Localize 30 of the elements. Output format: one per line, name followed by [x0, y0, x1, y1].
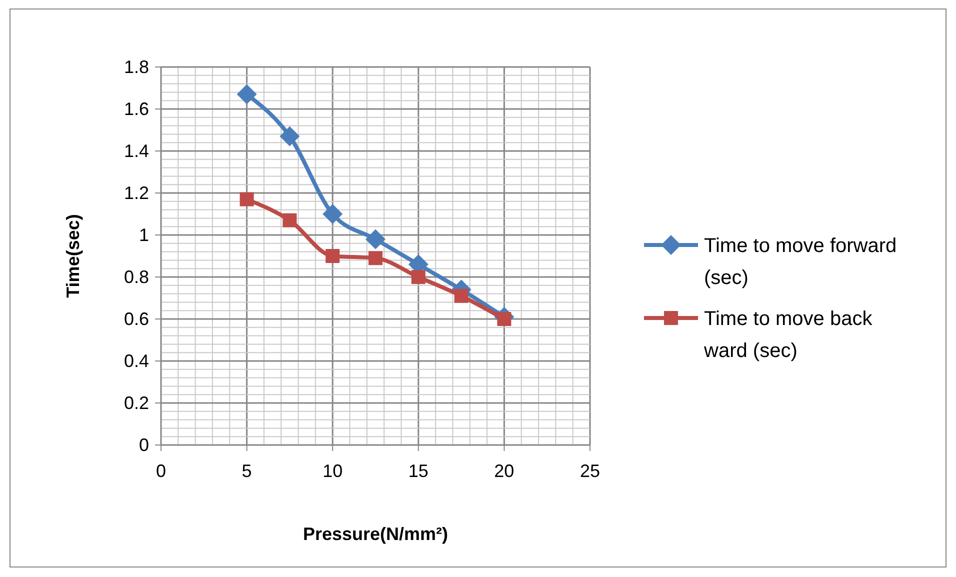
x-tick-label: 20: [494, 461, 514, 481]
point: [454, 288, 468, 303]
y-tick-label: 0.6: [124, 309, 149, 329]
y-tick-label: 0: [138, 435, 149, 455]
x-tick-label: 0: [156, 461, 166, 481]
x-axis-title: Pressure(N/mm²): [302, 524, 448, 544]
y-axis-title: Time(sec): [63, 214, 83, 298]
point: [236, 84, 257, 104]
y-tick-label: 1: [138, 225, 149, 245]
point: [326, 249, 340, 263]
y-tick-label: 0.8: [124, 267, 149, 287]
point: [366, 229, 386, 250]
point: [282, 213, 297, 228]
point: [280, 126, 300, 146]
legend-label: Time to move forward (sec): [704, 235, 897, 289]
point: [240, 192, 254, 206]
point: [411, 270, 426, 284]
legend-label: Time to move back ward (sec): [703, 308, 874, 362]
y-tick-label: 1.6: [124, 99, 149, 119]
y-tick-label: 1.2: [124, 183, 149, 203]
y-tick-label: 1.8: [124, 57, 149, 77]
point: [368, 251, 382, 266]
x-tick-label: 10: [322, 461, 343, 481]
y-tick-label: 1.4: [124, 141, 149, 161]
y-tick-label: 0.4: [124, 351, 149, 371]
point: [322, 204, 343, 224]
y-tick-label: 0.2: [124, 393, 149, 413]
x-tick-label: 15: [408, 461, 428, 481]
x-tick-label: 25: [580, 461, 600, 481]
x-tick-label: 5: [242, 461, 252, 481]
